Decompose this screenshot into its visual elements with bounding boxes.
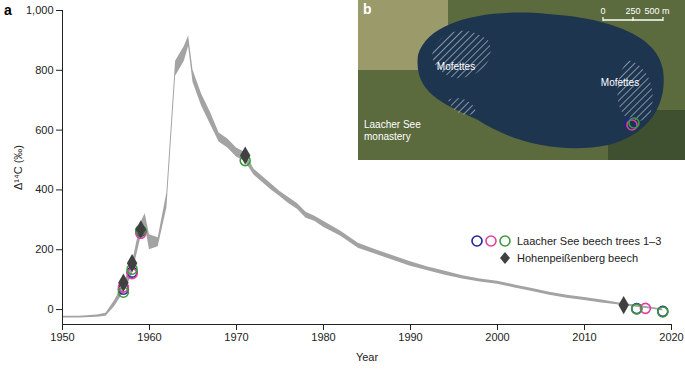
svg-text:Laacher Seemonastery: Laacher Seemonastery — [364, 119, 421, 142]
html-text:Laacher See beech trees 1–3: Laacher See beech trees 1–3 — [517, 234, 662, 247]
svg-text:200: 200 — [35, 243, 53, 255]
svg-text:Mofettes: Mofettes — [437, 61, 475, 72]
svg-text:600: 600 — [35, 124, 53, 136]
svg-text:Year: Year — [356, 351, 379, 363]
svg-text:1990: 1990 — [398, 331, 422, 343]
svg-text:400: 400 — [35, 183, 53, 195]
svg-text:0: 0 — [600, 6, 605, 16]
svg-text:Δ¹⁴C (‰): Δ¹⁴C (‰) — [12, 145, 24, 190]
svg-text:250: 250 — [625, 6, 640, 16]
svg-text:b: b — [363, 1, 372, 17]
svg-text:2000: 2000 — [485, 331, 509, 343]
svg-text:1970: 1970 — [224, 331, 248, 343]
svg-text:1960: 1960 — [137, 331, 161, 343]
svg-text:0: 0 — [47, 303, 53, 315]
svg-text:1,000: 1,000 — [26, 4, 54, 16]
svg-text:2020: 2020 — [659, 331, 683, 343]
html-text:Hohenpeißenberg beech: Hohenpeißenberg beech — [517, 251, 639, 264]
svg-text:Mofettes: Mofettes — [601, 77, 639, 88]
svg-text:800: 800 — [35, 64, 53, 76]
svg-text:500 m: 500 m — [644, 6, 669, 16]
html-text:a: a — [4, 2, 12, 18]
svg-text:1950: 1950 — [50, 331, 74, 343]
svg-text:2010: 2010 — [572, 331, 596, 343]
svg-text:1980: 1980 — [311, 331, 335, 343]
